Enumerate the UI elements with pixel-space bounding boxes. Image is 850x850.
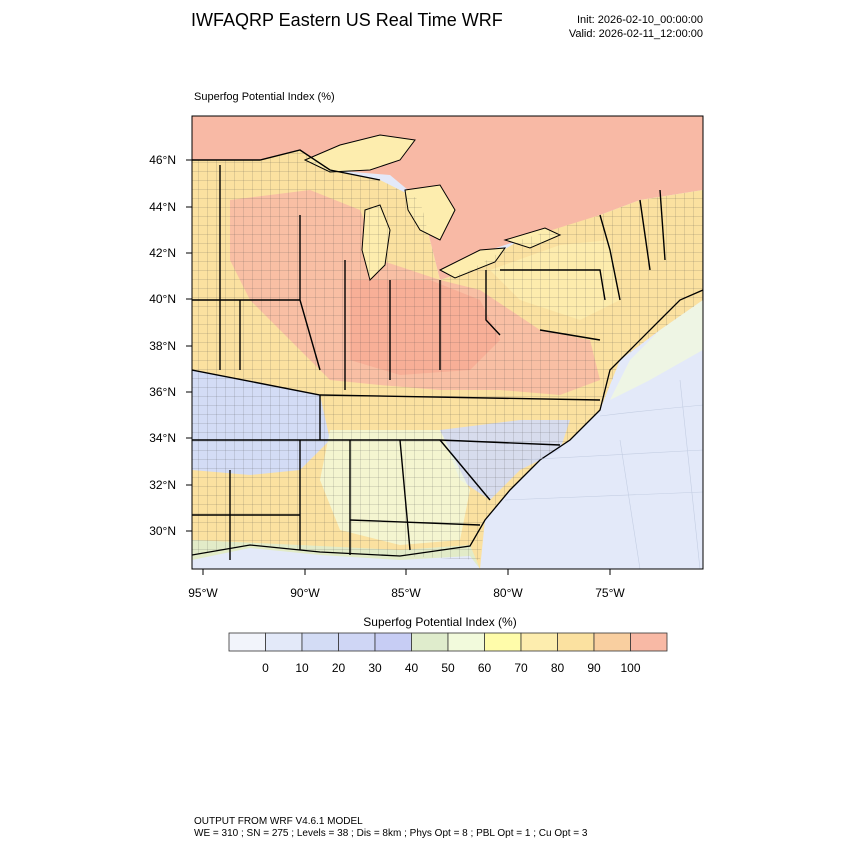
lat-label-36: 36°N: [149, 385, 176, 399]
colorbar-swatch-0: [228, 632, 266, 652]
valid-time: Valid: 2026-02-11_12:00:00: [568, 28, 703, 40]
lon-label-80: 80°W: [493, 586, 523, 600]
atlantic-ocean: [485, 350, 703, 569]
lat-label-32: 32°N: [149, 478, 176, 492]
state-boundaries: [192, 149, 666, 560]
map-field: [192, 116, 703, 569]
colorbar-swatch-6: [447, 632, 485, 652]
colorbar-swatch-4: [374, 632, 412, 652]
lon-label-75: 75°W: [595, 586, 625, 600]
main-title: IWFAQRP Eastern US Real Time WRF: [191, 10, 503, 30]
plot-subtitle: Superfog Potential Index (%): [194, 91, 335, 103]
county-boundaries: [192, 150, 703, 560]
lat-label-30: 30°N: [149, 524, 176, 538]
colorbar-swatch-5: [411, 632, 449, 652]
colorbar-swatch-9: [557, 632, 595, 652]
colorbar-swatch-1: [265, 632, 303, 652]
colorbar-label-90: 90: [587, 661, 601, 675]
colorbar-label-40: 40: [405, 661, 419, 675]
coastline: [192, 289, 703, 557]
colorbar-label-60: 60: [478, 661, 492, 675]
colorbar-label-70: 70: [514, 661, 528, 675]
colorbar-label-20: 20: [332, 661, 346, 675]
lon-axis: 95°W 90°W 85°W 80°W 75°W: [188, 569, 625, 600]
colorbar-label-10: 10: [295, 661, 309, 675]
colorbar-title: Superfog Potential Index (%): [363, 615, 517, 629]
colorbar-swatch-11: [630, 632, 668, 652]
colorbar: 0 10 20 30 40 50 60 70 80 90 100: [228, 632, 668, 675]
lon-label-95: 95°W: [188, 586, 218, 600]
gulf-of-mexico: [192, 548, 480, 569]
colorbar-swatch-8: [520, 632, 558, 652]
lat-label-34: 34°N: [149, 431, 176, 445]
footer-model-line: OUTPUT FROM WRF V4.6.1 MODEL: [194, 816, 363, 827]
colorbar-label-80: 80: [551, 661, 565, 675]
lon-label-85: 85°W: [391, 586, 421, 600]
lat-label-40: 40°N: [149, 292, 176, 306]
colorbar-label-100: 100: [620, 661, 640, 675]
atlantic-band: [610, 300, 703, 400]
footer-config-line: WE = 310 ; SN = 275 ; Levels = 38 ; Dis …: [194, 828, 588, 839]
colorbar-label-30: 30: [368, 661, 382, 675]
lat-label-46: 46°N: [149, 153, 176, 167]
lat-label-38: 38°N: [149, 339, 176, 353]
lat-label-44: 44°N: [149, 200, 176, 214]
graticule: [504, 379, 703, 569]
colorbar-swatch-2: [301, 632, 339, 652]
colorbar-label-0: 0: [262, 661, 269, 675]
colorbar-swatch-3: [338, 632, 376, 652]
init-time: Init: 2026-02-10_00:00:00: [577, 14, 703, 26]
lat-axis: 46°N 44°N 42°N 40°N 38°N 36°N 34°N 32°N …: [149, 153, 192, 538]
colorbar-swatch-10: [593, 632, 631, 652]
lon-label-90: 90°W: [290, 586, 320, 600]
map-frame: [191, 115, 704, 570]
colorbar-swatch-7: [484, 632, 522, 652]
colorbar-label-50: 50: [441, 661, 455, 675]
lat-label-42: 42°N: [149, 246, 176, 260]
